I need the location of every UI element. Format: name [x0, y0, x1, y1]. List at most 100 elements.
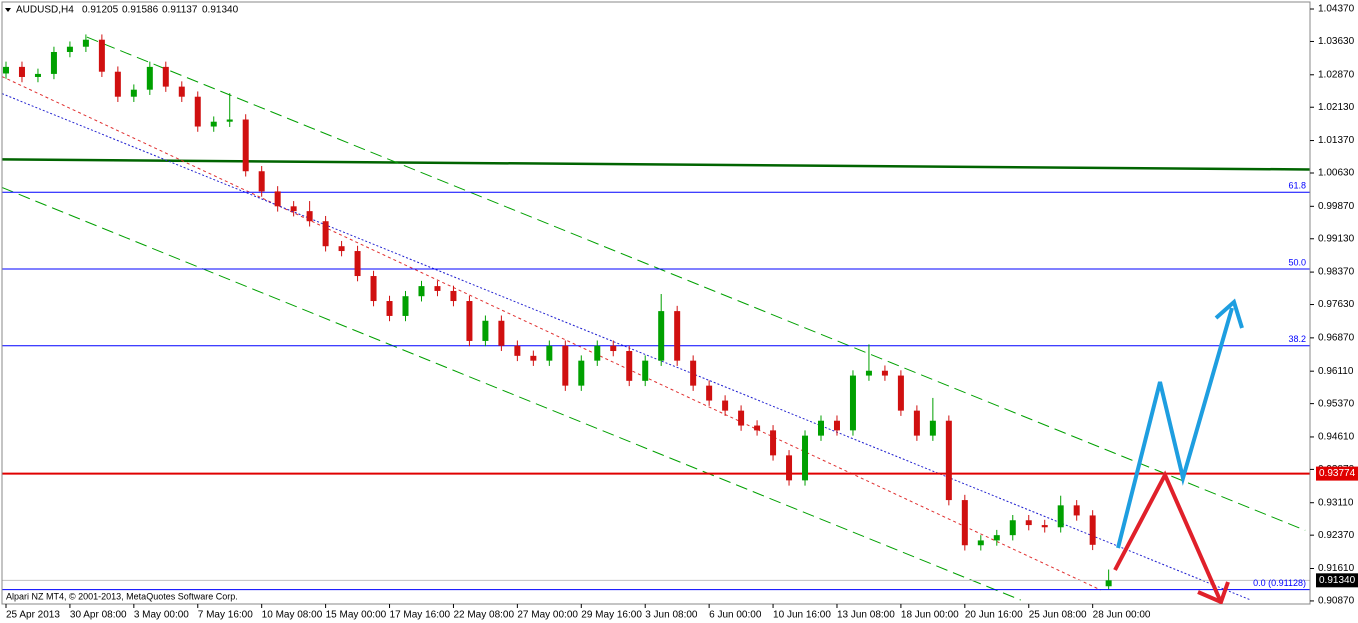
- trendline: [2, 93, 1252, 601]
- x-tick-label: 20 Jun 16:00: [965, 610, 1023, 621]
- x-tick-label: 18 Jun 00:00: [901, 610, 959, 621]
- y-tick-label: 0.99870: [1318, 201, 1355, 212]
- x-tick-label: 25 Apr 2013: [6, 610, 60, 621]
- y-tick-label: 1.02870: [1318, 69, 1355, 80]
- bullish-arrowhead: [1214, 298, 1244, 329]
- candle-body: [817, 420, 824, 436]
- candle-body: [18, 66, 25, 77]
- candle-body: [530, 355, 537, 361]
- candle-body: [258, 171, 265, 192]
- y-tick-label: 0.98370: [1318, 267, 1355, 278]
- candle-body: [881, 370, 888, 376]
- current-price-box: [1316, 573, 1358, 588]
- candle-body: [98, 39, 105, 72]
- candle-body: [642, 360, 649, 381]
- trendline: [2, 76, 1101, 591]
- candle-body: [306, 211, 313, 222]
- bearish-arrow: [1113, 470, 1222, 601]
- candle-body: [178, 86, 185, 97]
- candle-body: [802, 435, 809, 481]
- candle-body: [626, 351, 633, 381]
- x-tick-label: 13 Jun 08:00: [837, 610, 895, 621]
- resistance-label: 0.93774: [1319, 468, 1356, 479]
- plot-area: [2, 34, 1310, 601]
- candle-body: [2, 66, 9, 74]
- x-tick-label: 22 May 08:00: [453, 610, 514, 621]
- candle-body: [1089, 515, 1096, 545]
- candle-body: [977, 540, 984, 546]
- x-tick-label: 6 Jun 00:00: [709, 610, 762, 621]
- candle-body: [833, 420, 840, 431]
- y-tick-label: 0.92370: [1318, 530, 1355, 541]
- candle-body: [242, 119, 249, 172]
- candle-body: [402, 296, 409, 316]
- plot-border: [1, 1, 1311, 605]
- candle-body: [897, 375, 904, 411]
- candle-body: [594, 345, 601, 361]
- candle-body: [450, 290, 457, 302]
- menu-triangle: [5, 8, 11, 12]
- candle-body: [162, 66, 169, 87]
- candle-body: [322, 221, 329, 247]
- resistance-box: [1316, 466, 1358, 481]
- x-tick-label: 29 May 16:00: [581, 610, 642, 621]
- fib-label: 50.0: [1288, 257, 1306, 267]
- candle-body: [993, 535, 1000, 541]
- y-tick-label: 0.93110: [1318, 497, 1354, 508]
- y-tick-label: 0.99130: [1318, 233, 1355, 244]
- candle-body: [274, 191, 281, 207]
- candle-body: [849, 375, 856, 431]
- candle-body: [82, 39, 89, 47]
- trendline: [86, 36, 1306, 531]
- x-tick-label: 15 May 00:00: [326, 610, 387, 621]
- candle-body: [50, 51, 57, 74]
- candle-body: [290, 206, 297, 212]
- scenario-arrows: [1113, 298, 1244, 604]
- y-tick-label: 0.97630: [1318, 299, 1355, 310]
- candle-body: [434, 286, 441, 291]
- candle-body: [674, 311, 681, 361]
- candle-body: [194, 96, 201, 127]
- candle-body: [114, 71, 121, 97]
- x-tick-label: 7 May 16:00: [198, 610, 253, 621]
- bullish-arrow: [1116, 307, 1234, 549]
- fib-label: 38.2: [1288, 334, 1306, 344]
- candle-body: [690, 360, 697, 386]
- candle-body: [1057, 505, 1064, 528]
- x-tick-label: 3 Jun 08:00: [645, 610, 698, 621]
- candle-body: [386, 301, 393, 316]
- candle-body: [562, 345, 569, 386]
- candle-body: [370, 276, 377, 302]
- candle-body: [1073, 505, 1080, 516]
- x-tick-label: 28 Jun 00:00: [1093, 610, 1151, 621]
- candle-body: [1105, 580, 1112, 587]
- candle-body: [738, 410, 745, 426]
- candle-body: [578, 360, 585, 386]
- candle-body: [961, 500, 968, 546]
- candle-body: [130, 89, 137, 97]
- candle-body: [913, 410, 920, 436]
- fib-label: 61.8: [1288, 181, 1306, 191]
- candle-body: [1041, 525, 1048, 528]
- candle-body: [354, 251, 361, 277]
- y-tick-label: 1.00630: [1318, 168, 1355, 179]
- x-tick-label: 17 May 16:00: [390, 610, 451, 621]
- y-tick-label: 0.94610: [1318, 432, 1355, 443]
- candle-body: [466, 301, 473, 341]
- candle-body: [514, 345, 521, 356]
- candle-body: [929, 420, 936, 436]
- y-tick-label: 0.96110: [1318, 366, 1354, 377]
- candle-body: [498, 320, 505, 346]
- candle-body: [754, 425, 761, 431]
- bearish-arrowhead: [1197, 581, 1230, 604]
- footer: Alpari NZ MT4, © 2001-2013, MetaQuotes S…: [6, 591, 238, 601]
- y-tick-label: 1.04370: [1318, 4, 1355, 15]
- y-tick-label: 0.95370: [1318, 398, 1355, 409]
- candle-body: [482, 320, 489, 341]
- trendline: [2, 187, 1021, 601]
- y-tick-label: 1.02130: [1318, 102, 1355, 113]
- candle-body: [226, 119, 233, 122]
- candle-body: [658, 311, 665, 361]
